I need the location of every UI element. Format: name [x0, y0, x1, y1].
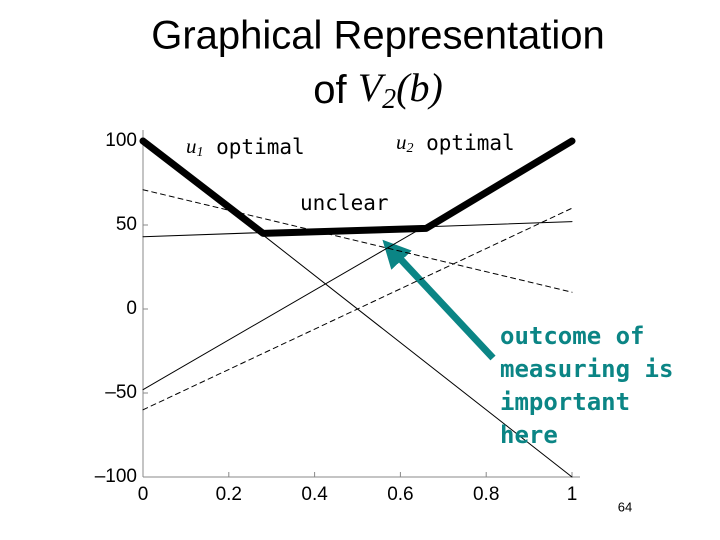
x-tick-label: 1	[567, 484, 578, 505]
annotation: outcome of measuring is important here	[500, 322, 673, 449]
annotation: u1 optimal	[186, 134, 305, 160]
x-tick-label: 0.4	[301, 484, 328, 505]
ann-text: optimal	[204, 135, 305, 159]
annotation: unclear	[300, 191, 389, 215]
x-tick-label: 0	[138, 484, 149, 505]
ann-text: optimal	[414, 131, 515, 155]
y-tick-label: –100	[95, 466, 137, 487]
annotation-line: outcome of	[500, 322, 645, 350]
annotation-line: here	[500, 421, 558, 449]
annotation: u2 optimal	[396, 130, 515, 156]
y-tick-label: –50	[105, 382, 137, 403]
ann-sub: 2	[407, 141, 414, 156]
y-tick-label: 50	[116, 214, 137, 235]
x-tick-label: 0.2	[216, 484, 242, 505]
title-line: Graphical Representation	[151, 14, 605, 58]
annotation-line: important	[500, 388, 630, 416]
page-number: 64	[618, 499, 632, 514]
title-text: of	[313, 68, 357, 112]
series-line	[142, 140, 573, 391]
series-line	[139, 137, 576, 237]
series-line	[142, 207, 573, 411]
title-line: of V2(b)	[313, 65, 443, 115]
ann-math: u	[186, 134, 197, 158]
title-sub: 2	[382, 84, 396, 115]
x-tick-label: 0.8	[473, 484, 499, 505]
title-math: (b)	[396, 65, 443, 110]
x-tick-label: 0.6	[387, 484, 413, 505]
y-tick-label: 0	[126, 298, 137, 319]
series-line	[142, 221, 573, 238]
series-line	[142, 189, 573, 293]
ann-sub: 1	[197, 145, 204, 160]
annotation-line: measuring is	[500, 355, 673, 383]
arrow	[382, 239, 496, 361]
title-math: V	[358, 65, 387, 110]
y-tick-label: 100	[105, 130, 137, 151]
ann-math: u	[396, 130, 407, 154]
